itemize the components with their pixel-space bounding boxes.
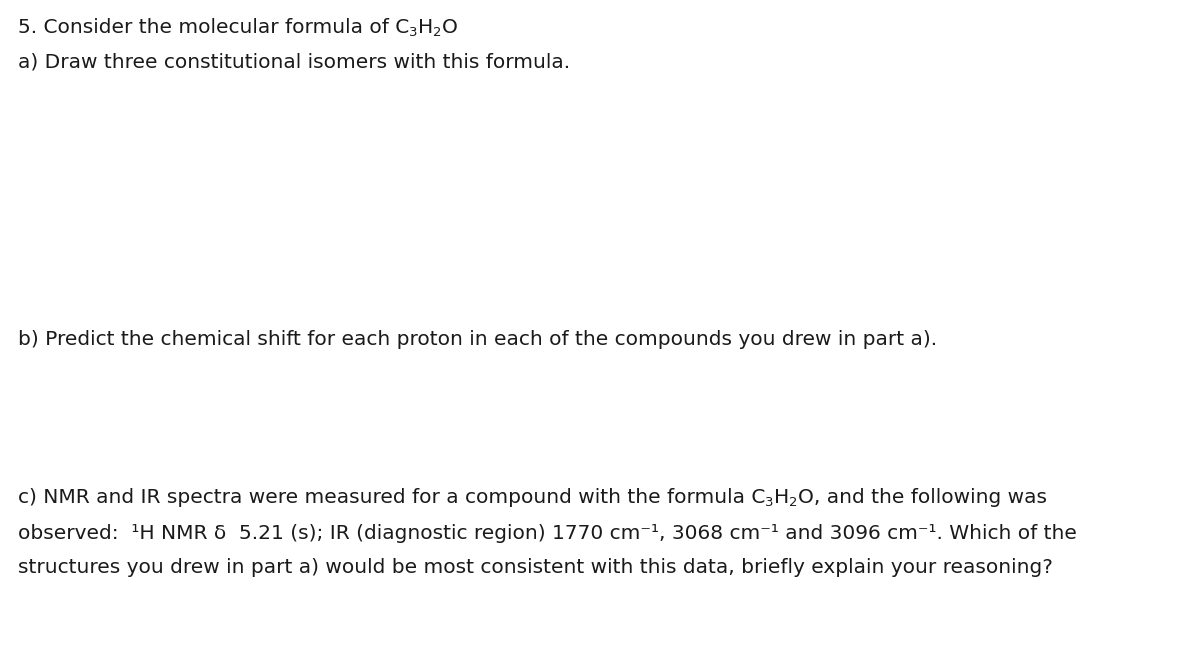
- Text: structures you drew in part a) would be most consistent with this data, briefly : structures you drew in part a) would be …: [18, 558, 1052, 577]
- Text: H: H: [418, 18, 433, 37]
- Text: H: H: [774, 488, 790, 507]
- Text: observed:  ¹H NMR δ  5.21 (s); IR (diagnostic region) 1770 cm⁻¹, 3068 cm⁻¹ and 3: observed: ¹H NMR δ 5.21 (s); IR (diagnos…: [18, 524, 1076, 543]
- Text: a) Draw three constitutional isomers with this formula.: a) Draw three constitutional isomers wit…: [18, 52, 570, 71]
- Text: c) NMR and IR spectra were measured for a compound with the formula C: c) NMR and IR spectra were measured for …: [18, 488, 766, 507]
- Text: 5. Consider the molecular formula of C: 5. Consider the molecular formula of C: [18, 18, 409, 37]
- Text: O: O: [442, 18, 457, 37]
- Text: 3: 3: [766, 496, 774, 509]
- Text: 2: 2: [433, 26, 442, 38]
- Text: 2: 2: [790, 496, 798, 509]
- Text: b) Predict the chemical shift for each proton in each of the compounds you drew : b) Predict the chemical shift for each p…: [18, 330, 937, 349]
- Text: O, and the following was: O, and the following was: [798, 488, 1046, 507]
- Text: 3: 3: [409, 26, 418, 38]
